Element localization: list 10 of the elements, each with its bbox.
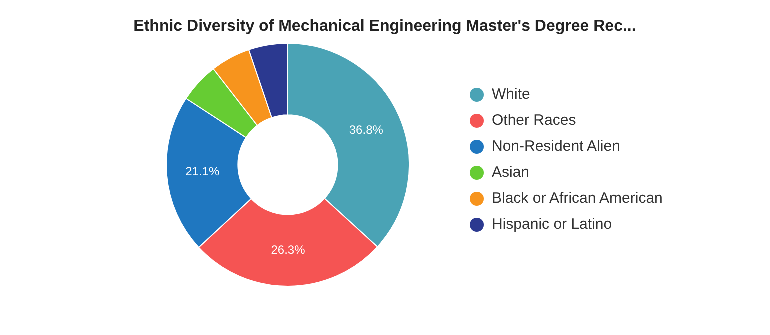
legend-label: Non-Resident Alien: [492, 137, 620, 157]
data-label: 36.8%: [349, 122, 384, 137]
legend-label: Asian: [492, 163, 530, 183]
chart-title: Ethnic Diversity of Mechanical Engineering Master's Degree Rec...: [132, 18, 638, 36]
data-label: 26.3%: [271, 242, 306, 257]
legend-label: White: [492, 85, 530, 105]
legend-label: Other Races: [492, 111, 576, 131]
legend-label: Black or African American: [492, 189, 663, 209]
legend-label: Hispanic or Latino: [492, 215, 612, 235]
data-label: 21.1%: [186, 164, 220, 179]
